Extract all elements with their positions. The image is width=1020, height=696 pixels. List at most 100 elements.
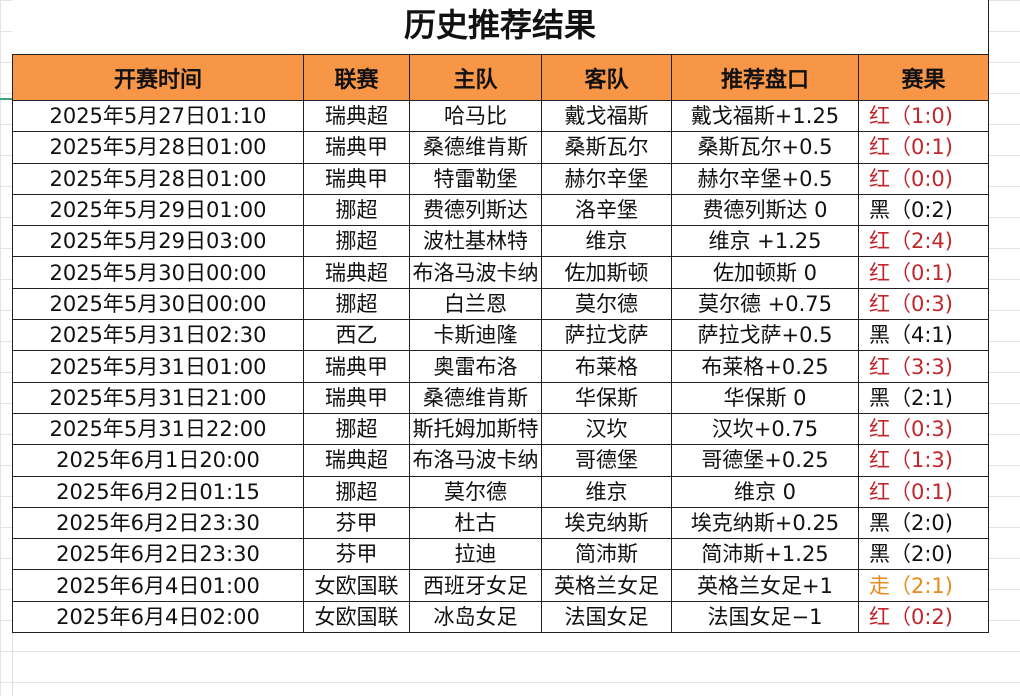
cell-away[interactable]: 埃克纳斯 xyxy=(541,506,672,540)
cell-league[interactable]: 瑞典超 xyxy=(303,444,410,477)
cell-time[interactable]: 2025年5月31日01:00 xyxy=(12,350,304,383)
cell-result[interactable]: 黑（2:0) xyxy=(858,538,989,571)
cell-time[interactable]: 2025年6月2日01:15 xyxy=(12,475,304,508)
cell-home[interactable]: 斯托姆加斯特 xyxy=(409,412,542,446)
cell-league[interactable]: 西乙 xyxy=(303,319,410,352)
cell-away[interactable]: 洛辛堡 xyxy=(541,193,672,227)
cell-pick[interactable]: 华保斯 0 xyxy=(671,381,859,414)
header-league[interactable]: 联赛 xyxy=(303,54,410,101)
cell-home[interactable]: 波杜基林特 xyxy=(409,225,542,258)
cell-result[interactable]: 红（3:3) xyxy=(858,350,989,383)
cell-pick[interactable]: 费德列斯达 0 xyxy=(671,193,859,227)
cell-away[interactable]: 英格兰女足 xyxy=(541,569,672,602)
cell-league[interactable]: 女欧国联 xyxy=(303,600,410,634)
cell-time[interactable]: 2025年5月29日01:00 xyxy=(12,193,304,227)
cell-home[interactable]: 冰岛女足 xyxy=(409,600,542,634)
cell-away[interactable]: 维京 xyxy=(541,475,672,508)
cell-pick[interactable]: 佐加顿斯 0 xyxy=(671,256,859,289)
cell-home[interactable]: 费德列斯达 xyxy=(409,193,542,227)
cell-league[interactable]: 挪超 xyxy=(303,412,410,446)
header-away[interactable]: 客队 xyxy=(541,54,672,101)
cell-league[interactable]: 芬甲 xyxy=(303,538,410,571)
cell-pick[interactable]: 萨拉戈萨+0.5 xyxy=(671,319,859,352)
cell-time[interactable]: 2025年5月30日00:00 xyxy=(12,256,304,289)
cell-away[interactable]: 华保斯 xyxy=(541,381,672,414)
cell-pick[interactable]: 简沛斯+1.25 xyxy=(671,538,859,571)
cell-result[interactable]: 红（0:1) xyxy=(858,256,989,289)
cell-time[interactable]: 2025年6月4日01:00 xyxy=(12,569,304,602)
cell-league[interactable]: 挪超 xyxy=(303,225,410,258)
cell-away[interactable]: 哥德堡 xyxy=(541,444,672,477)
cell-home[interactable]: 布洛马波卡纳 xyxy=(409,444,542,477)
cell-pick[interactable]: 哥德堡+0.25 xyxy=(671,444,859,477)
cell-pick[interactable]: 莫尔德 +0.75 xyxy=(671,287,859,321)
cell-home[interactable]: 莫尔德 xyxy=(409,475,542,508)
cell-away[interactable]: 佐加斯顿 xyxy=(541,256,672,289)
header-time[interactable]: 开赛时间 xyxy=(12,54,304,101)
cell-result[interactable]: 走（2:1) xyxy=(858,569,989,602)
cell-time[interactable]: 2025年6月4日02:00 xyxy=(12,600,304,634)
cell-result[interactable]: 红（0:3) xyxy=(858,287,989,321)
cell-pick[interactable]: 桑斯瓦尔+0.5 xyxy=(671,131,859,164)
cell-away[interactable]: 桑斯瓦尔 xyxy=(541,131,672,164)
cell-home[interactable]: 卡斯迪隆 xyxy=(409,319,542,352)
cell-time[interactable]: 2025年6月1日20:00 xyxy=(12,444,304,477)
cell-home[interactable]: 哈马比 xyxy=(409,99,542,133)
cell-result[interactable]: 红（0:1) xyxy=(858,475,989,508)
cell-home[interactable]: 桑德维肯斯 xyxy=(409,381,542,414)
cell-league[interactable]: 挪超 xyxy=(303,475,410,508)
cell-home[interactable]: 西班牙女足 xyxy=(409,569,542,602)
cell-time[interactable]: 2025年5月27日01:10 xyxy=(12,99,304,133)
cell-home[interactable]: 特雷勒堡 xyxy=(409,162,542,195)
cell-result[interactable]: 黑（2:0) xyxy=(858,506,989,540)
cell-result[interactable]: 红（0:2) xyxy=(858,600,989,634)
cell-home[interactable]: 布洛马波卡纳 xyxy=(409,256,542,289)
cell-result[interactable]: 红（0:3) xyxy=(858,412,989,446)
cell-away[interactable]: 汉坎 xyxy=(541,412,672,446)
cell-away[interactable]: 布莱格 xyxy=(541,350,672,383)
cell-league[interactable]: 瑞典甲 xyxy=(303,162,410,195)
cell-home[interactable]: 奥雷布洛 xyxy=(409,350,542,383)
cell-result[interactable]: 红（2:4) xyxy=(858,225,989,258)
cell-away[interactable]: 萨拉戈萨 xyxy=(541,319,672,352)
cell-pick[interactable]: 汉坎+0.75 xyxy=(671,412,859,446)
header-result[interactable]: 赛果 xyxy=(858,54,989,101)
cell-pick[interactable]: 维京 0 xyxy=(671,475,859,508)
cell-pick[interactable]: 英格兰女足+1 xyxy=(671,569,859,602)
cell-league[interactable]: 挪超 xyxy=(303,193,410,227)
cell-away[interactable]: 戴戈福斯 xyxy=(541,99,672,133)
cell-time[interactable]: 2025年5月29日03:00 xyxy=(12,225,304,258)
cell-result[interactable]: 红（0:1) xyxy=(858,131,989,164)
cell-away[interactable]: 维京 xyxy=(541,225,672,258)
cell-pick[interactable]: 埃克纳斯+0.25 xyxy=(671,506,859,540)
cell-pick[interactable]: 维京 +1.25 xyxy=(671,225,859,258)
cell-time[interactable]: 2025年5月30日00:00 xyxy=(12,287,304,321)
header-pick[interactable]: 推荐盘口 xyxy=(671,54,859,101)
cell-away[interactable]: 法国女足 xyxy=(541,600,672,634)
cell-time[interactable]: 2025年5月28日01:00 xyxy=(12,131,304,164)
cell-time[interactable]: 2025年5月31日22:00 xyxy=(12,412,304,446)
cell-result[interactable]: 红（0:0) xyxy=(858,162,989,195)
cell-time[interactable]: 2025年6月2日23:30 xyxy=(12,538,304,571)
cell-result[interactable]: 红（1:0) xyxy=(858,99,989,133)
cell-league[interactable]: 芬甲 xyxy=(303,506,410,540)
cell-league[interactable]: 挪超 xyxy=(303,287,410,321)
cell-league[interactable]: 女欧国联 xyxy=(303,569,410,602)
cell-away[interactable]: 简沛斯 xyxy=(541,538,672,571)
cell-pick[interactable]: 赫尔辛堡+0.5 xyxy=(671,162,859,195)
cell-pick[interactable]: 戴戈福斯+1.25 xyxy=(671,99,859,133)
header-home[interactable]: 主队 xyxy=(409,54,542,101)
cell-away[interactable]: 莫尔德 xyxy=(541,287,672,321)
cell-league[interactable]: 瑞典甲 xyxy=(303,381,410,414)
cell-away[interactable]: 赫尔辛堡 xyxy=(541,162,672,195)
cell-league[interactable]: 瑞典超 xyxy=(303,256,410,289)
cell-home[interactable]: 桑德维肯斯 xyxy=(409,131,542,164)
cell-time[interactable]: 2025年5月28日01:00 xyxy=(12,162,304,195)
cell-pick[interactable]: 法国女足−1 xyxy=(671,600,859,634)
cell-result[interactable]: 红（1:3) xyxy=(858,444,989,477)
cell-time[interactable]: 2025年5月31日02:30 xyxy=(12,319,304,352)
cell-home[interactable]: 拉迪 xyxy=(409,538,542,571)
cell-time[interactable]: 2025年5月31日21:00 xyxy=(12,381,304,414)
cell-league[interactable]: 瑞典甲 xyxy=(303,131,410,164)
cell-time[interactable]: 2025年6月2日23:30 xyxy=(12,506,304,540)
